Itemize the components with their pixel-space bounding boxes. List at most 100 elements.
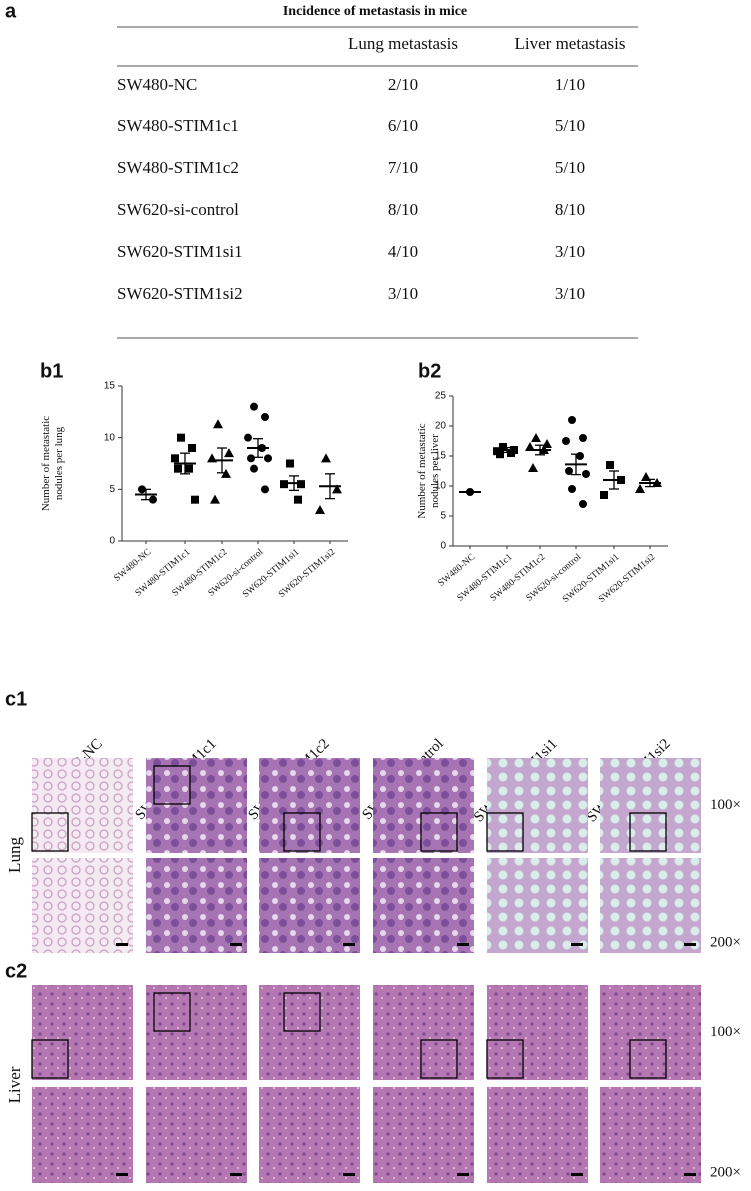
row-label: SW480-STIM1c2 [117, 158, 239, 177]
scale-bar [457, 943, 469, 946]
micrograph [259, 985, 360, 1080]
cell: 4/10 [388, 242, 418, 261]
micrograph [146, 758, 247, 853]
point [188, 444, 196, 452]
micrograph [259, 758, 360, 853]
scale-bar [230, 943, 242, 946]
inset-box [31, 1039, 69, 1079]
micrograph [487, 985, 588, 1080]
row-label: SW620-STIM1si1 [117, 242, 243, 261]
magnification: 200× [710, 1164, 741, 1180]
point [582, 470, 590, 478]
micrograph [259, 858, 360, 953]
y-tick-label: 0 [440, 541, 446, 552]
inset-box [283, 812, 321, 852]
inset-box [629, 1039, 667, 1079]
y-axis-label-line: Number of metastatic [416, 423, 428, 518]
y-axis-label-line: nodules per liver [429, 434, 441, 508]
micrograph [487, 858, 588, 953]
point [286, 459, 294, 468]
point [210, 494, 220, 504]
micrograph [600, 1087, 701, 1183]
micrograph [600, 985, 701, 1080]
y-tick-label: 15 [435, 451, 447, 462]
y-tick-label: 5 [440, 511, 446, 522]
point [568, 416, 576, 424]
panel-label: a [5, 0, 17, 22]
scale-bar [684, 1173, 696, 1176]
row-label: SW480-NC [117, 75, 197, 94]
histology: c1c2SW480-NCSW480-STIM1c1SW480-STIM1c2SW… [5, 688, 741, 1183]
cell: 8/10 [388, 200, 418, 219]
cell: 3/10 [555, 242, 585, 261]
y-tick-label: 0 [109, 536, 115, 547]
point [600, 491, 608, 499]
panel-label: c1 [5, 688, 27, 710]
point [576, 452, 584, 460]
point [224, 448, 234, 458]
cell: 5/10 [555, 158, 585, 177]
cell: 1/10 [555, 75, 585, 94]
inset-box [153, 992, 191, 1032]
point [250, 402, 258, 411]
magnification: 200× [710, 934, 741, 950]
cell: 2/10 [388, 75, 418, 94]
y-tick-label: 15 [104, 381, 116, 392]
table: a Incidence of metastasis in mice Lung m… [5, 0, 638, 339]
magnification: 100× [710, 1024, 741, 1040]
micrograph [32, 858, 133, 953]
point [332, 484, 342, 494]
micrograph [146, 858, 247, 953]
panel-label: b2 [418, 360, 441, 382]
table-title: Incidence of metastasis in mice [283, 4, 467, 19]
inset-box [31, 812, 69, 852]
point [185, 464, 193, 473]
point [294, 495, 302, 504]
micrograph [146, 985, 247, 1080]
point [568, 485, 576, 493]
row-label: SW620-si-control [117, 200, 239, 219]
point [244, 433, 252, 442]
cell: 3/10 [388, 284, 418, 303]
point [565, 467, 573, 475]
point [562, 437, 570, 445]
inset-box [486, 812, 524, 852]
inset-box [486, 1039, 524, 1079]
point [606, 461, 614, 469]
scale-bar [571, 943, 583, 946]
point [297, 480, 305, 489]
point [174, 464, 182, 473]
micrograph [600, 858, 701, 953]
tissue-label: Liver [5, 1066, 24, 1103]
point [315, 505, 325, 514]
scale-bar [343, 943, 355, 946]
micrograph [373, 758, 474, 853]
point [171, 454, 179, 463]
point [321, 453, 331, 463]
y-axis-label-line: nodules per lung [53, 426, 65, 500]
point [264, 454, 272, 463]
point [635, 484, 645, 493]
inset-box [629, 812, 667, 852]
point [149, 495, 157, 504]
scale-bar [571, 1173, 583, 1176]
cell: 6/10 [388, 116, 418, 135]
inset-box [420, 1039, 458, 1079]
micrograph [373, 985, 474, 1080]
y-axis-label-line: Number of metastatic [40, 416, 52, 511]
point [261, 485, 269, 494]
micrograph [259, 1087, 360, 1183]
micrograph [487, 1087, 588, 1183]
point [191, 495, 199, 504]
dot-plot: b1 0 5 10 15 Number of metastaticnodules per … [40, 360, 348, 600]
magnification: 100× [710, 797, 741, 813]
dot-plot: b2 0 5 10 15 20 25 Number of metastaticnodules … [416, 360, 668, 605]
scale-bar [230, 1173, 242, 1176]
micrograph [600, 758, 701, 853]
column-header: Lung metastasis [348, 34, 458, 53]
micrograph [487, 758, 588, 853]
cell: 8/10 [555, 200, 585, 219]
inset-box [420, 812, 458, 852]
point [531, 433, 541, 442]
